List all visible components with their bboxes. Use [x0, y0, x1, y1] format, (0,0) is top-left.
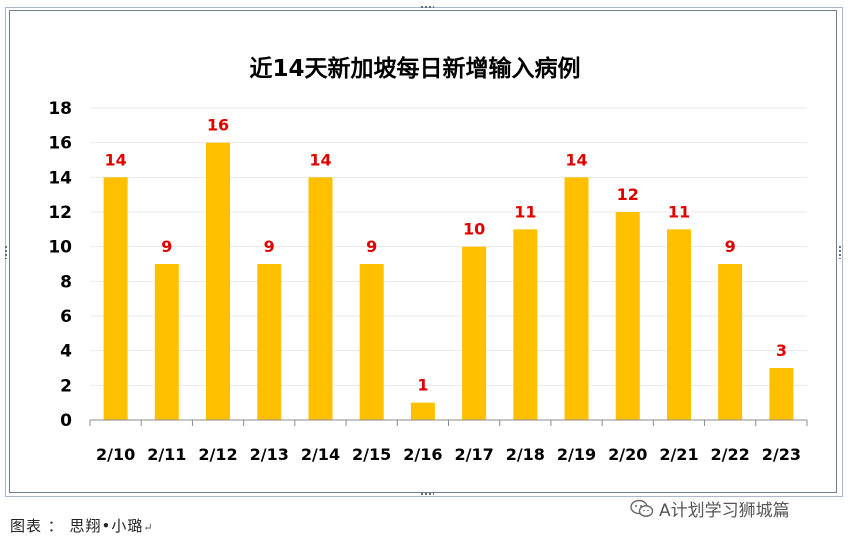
- y-tick-label: 0: [60, 411, 72, 431]
- bar: [103, 177, 128, 420]
- data-label: 9: [161, 237, 172, 256]
- gridlines: [90, 107, 807, 386]
- bar: [564, 177, 589, 420]
- y-tick-label: 18: [48, 99, 72, 119]
- data-label: 11: [514, 202, 536, 221]
- x-tick-label: 2/17: [454, 445, 493, 464]
- y-tick-label: 14: [48, 168, 72, 188]
- y-tick-label: 6: [60, 307, 72, 327]
- data-label: 9: [366, 237, 377, 256]
- bar: [359, 264, 384, 420]
- x-tick-label: 2/19: [557, 445, 596, 464]
- bar: [462, 246, 487, 420]
- y-tick-label: 4: [60, 342, 72, 362]
- x-tick-label: 2/18: [506, 445, 545, 464]
- x-tick-label: 2/15: [352, 445, 391, 464]
- data-label: 14: [309, 150, 331, 169]
- y-tick-label: 2: [60, 376, 72, 396]
- x-tick-label: 2/22: [711, 445, 750, 464]
- bar: [513, 229, 538, 420]
- caption-label: 图表 ： 思翔•小璐: [10, 517, 144, 535]
- y-tick-label: 16: [48, 134, 72, 154]
- x-tick-label: 2/13: [250, 445, 289, 464]
- bar: [308, 177, 333, 420]
- data-label: 1: [417, 376, 428, 395]
- bar: [615, 212, 640, 420]
- bar: [257, 264, 282, 420]
- x-tick-label: 2/21: [659, 445, 698, 464]
- data-label: 12: [617, 185, 639, 204]
- y-axis-ticks: 0 2 4 6 8 10 12 14 16 18: [48, 99, 72, 431]
- bar: [410, 402, 435, 420]
- data-label: 11: [668, 202, 690, 221]
- bars: [103, 142, 794, 420]
- x-tick-label: 2/16: [403, 445, 442, 464]
- data-label: 3: [776, 341, 787, 360]
- paragraph-return-mark: ↵: [143, 521, 154, 534]
- data-labels: 14 9 16 9 14 9 1 10 11 14 12 11 9 3: [104, 116, 786, 395]
- data-label: 9: [725, 237, 736, 256]
- bar: [206, 142, 231, 420]
- x-tick-label: 2/12: [198, 445, 237, 464]
- watermark: A计划学习狮城篇: [630, 496, 790, 521]
- bar: [666, 229, 691, 420]
- bar: [718, 264, 743, 420]
- resize-handle-left[interactable]: [4, 245, 8, 259]
- x-axis-ticks: 2/10 2/11 2/12 2/13 2/14 2/15 2/16 2/17 2/18 2/19…: [89, 420, 808, 464]
- data-label: 10: [463, 220, 485, 239]
- wechat-icon: [630, 499, 654, 519]
- data-label: 14: [565, 150, 587, 169]
- chart-title: 近14天新加坡每日新增输入病例: [249, 55, 580, 82]
- y-tick-label: 12: [48, 203, 72, 223]
- resize-handle-bottom[interactable]: [420, 492, 434, 496]
- watermark-text: A计划学习狮城篇: [659, 501, 790, 521]
- y-tick-label: 8: [60, 272, 72, 292]
- x-tick-label: 2/23: [762, 445, 801, 464]
- resize-handle-top[interactable]: [420, 5, 434, 9]
- data-label: 9: [264, 237, 275, 256]
- chart-caption: 图表 ： 思翔•小璐↵: [10, 515, 154, 536]
- resize-handle-right[interactable]: [838, 245, 842, 259]
- x-tick-label: 2/14: [301, 445, 340, 464]
- x-tick-label: 2/20: [608, 445, 647, 464]
- bar: [154, 264, 179, 420]
- y-tick-label: 10: [48, 238, 72, 258]
- x-tick-label: 2/11: [147, 445, 186, 464]
- x-tick-label: 2/10: [96, 445, 135, 464]
- bar: [769, 368, 794, 420]
- data-label: 16: [207, 116, 229, 135]
- data-label: 14: [104, 150, 126, 169]
